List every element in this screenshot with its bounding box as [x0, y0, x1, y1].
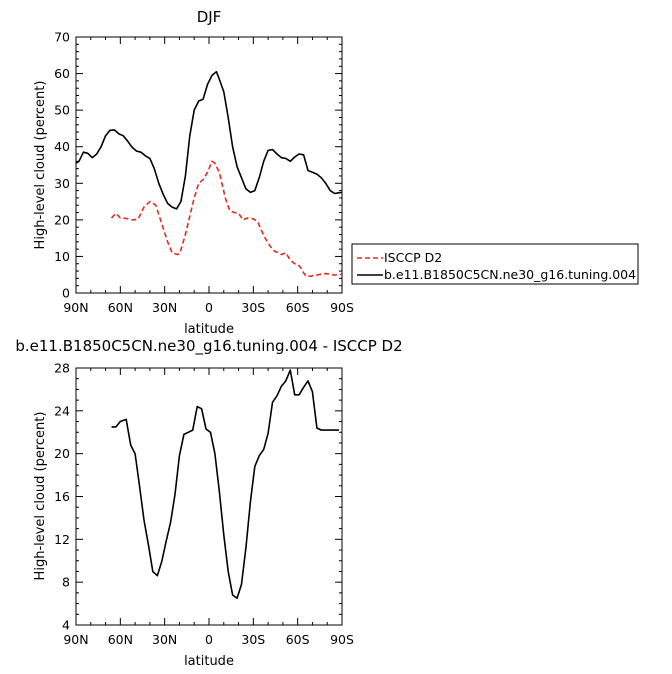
bottom-chart-title: b.e11.B1850C5CN.ne30_g16.tuning.004 - IS… — [15, 337, 402, 356]
top-xtick-label: 60N — [108, 300, 133, 315]
legend-label-model: b.e11.B1850C5CN.ne30_g16.tuning.004 — [384, 267, 636, 282]
legend: ISCCP D2 b.e11.B1850C5CN.ne30_g16.tuning… — [351, 243, 639, 285]
bottom-ytick-label: 4 — [62, 618, 70, 633]
top-plot-frame — [75, 36, 343, 294]
bottom-ytick-label: 28 — [54, 361, 70, 376]
top-series-line-0 — [110, 160, 343, 278]
bottom-tick-labels: 90N 60N 30N 0 30S 60S 90S 4 8 12 16 20 24 28 — [54, 361, 354, 648]
top-chart: DJF 90N 60N 30N 0 30S 60S 90S 0 10 20 30 40 50 60 70 l… — [33, 8, 354, 337]
top-xtick-label: 90S — [330, 300, 354, 315]
bottom-ytick-label: 8 — [62, 575, 70, 590]
bottom-series-lines — [111, 369, 339, 600]
bottom-ticks — [75, 367, 343, 626]
top-xtick-label: 30N — [152, 300, 177, 315]
bottom-xtick-label: 30N — [152, 632, 177, 647]
top-series-line-1 — [75, 70, 343, 210]
top-chart-title: DJF — [197, 8, 222, 26]
top-x-axis-label: latitude — [184, 322, 234, 337]
top-ytick-label: 0 — [62, 286, 70, 301]
bottom-ytick-label: 24 — [54, 403, 70, 418]
top-tick-labels: 90N 60N 30N 0 30S 60S 90S 0 10 20 30 40 50 60 70 — [54, 30, 354, 316]
top-xtick-label: 90N — [63, 300, 88, 315]
bottom-ytick-label: 16 — [54, 489, 70, 504]
top-xtick-label: 30S — [241, 300, 265, 315]
top-ticks — [75, 36, 343, 294]
bottom-xtick-label: 0 — [205, 632, 213, 647]
bottom-xtick-label: 60N — [108, 632, 133, 647]
top-ytick-label: 30 — [54, 176, 70, 191]
bottom-xtick-label: 60S — [286, 632, 310, 647]
bottom-series-line-0 — [111, 369, 339, 600]
legend-label-isccp: ISCCP D2 — [384, 250, 442, 265]
bottom-chart: b.e11.B1850C5CN.ne30_g16.tuning.004 - IS… — [15, 337, 402, 669]
top-ytick-label: 70 — [54, 30, 70, 45]
bottom-xtick-label: 30S — [241, 632, 265, 647]
top-series-lines — [75, 70, 343, 278]
top-y-axis-label: High-level cloud (percent) — [33, 81, 48, 250]
top-ytick-label: 60 — [54, 66, 70, 81]
top-xtick-label: 0 — [205, 300, 213, 315]
bottom-y-axis-label: High-level cloud (percent) — [33, 412, 48, 581]
bottom-xtick-label: 90S — [330, 632, 354, 647]
bottom-xtick-label: 90N — [63, 632, 88, 647]
bottom-ytick-label: 12 — [54, 532, 70, 547]
top-ytick-label: 40 — [54, 139, 70, 154]
legend-box — [351, 243, 639, 285]
bottom-x-axis-label: latitude — [184, 654, 234, 669]
top-ytick-label: 50 — [54, 103, 70, 118]
bottom-ytick-label: 20 — [54, 446, 70, 461]
top-ytick-label: 20 — [54, 212, 70, 227]
bottom-plot-frame — [75, 367, 343, 626]
top-xtick-label: 60S — [286, 300, 310, 315]
top-ytick-label: 10 — [54, 249, 70, 264]
